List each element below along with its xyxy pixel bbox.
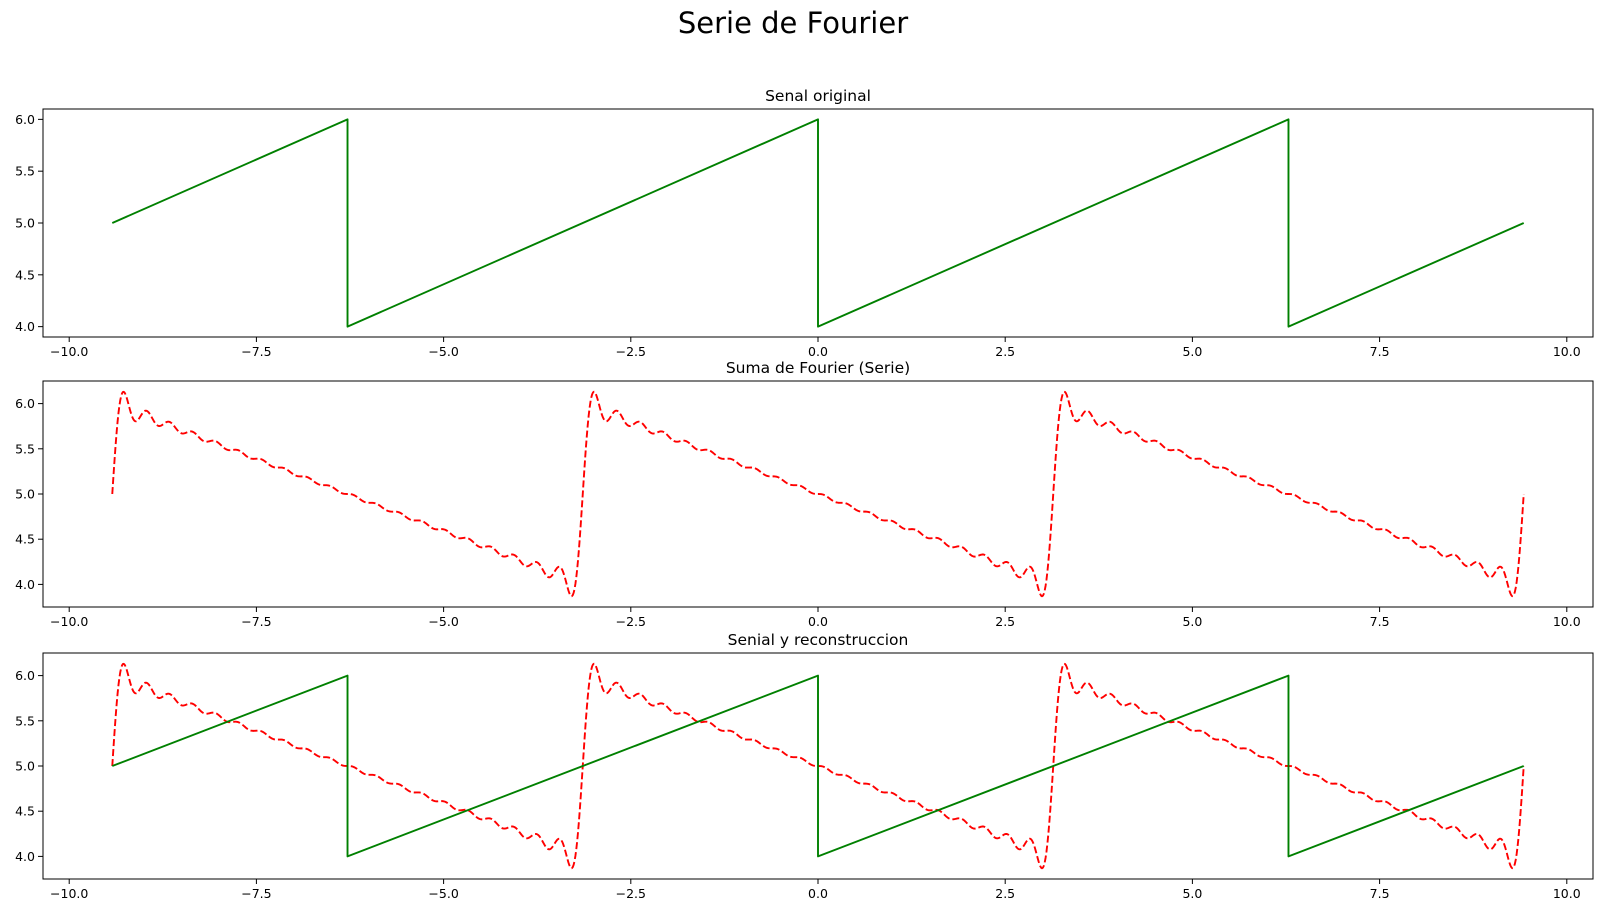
y-tick-label: 4.5 — [15, 267, 35, 282]
y-tick-label: 5.0 — [15, 216, 35, 231]
x-tick-label: 7.5 — [1370, 344, 1390, 359]
subplot-title: Suma de Fourier (Serie) — [726, 359, 910, 377]
x-tick-label: −7.5 — [241, 886, 271, 901]
x-tick-label: −10.0 — [50, 886, 88, 901]
y-tick-label: 6.0 — [15, 396, 35, 411]
x-tick-label: 10.0 — [1553, 886, 1581, 901]
x-tick-label: 2.5 — [995, 344, 1015, 359]
subplots: Senal original −10.0 −7.5 −5.0 −2.5 0.0 2.5 5.0… — [15, 87, 1594, 901]
x-tick-label: 2.5 — [995, 886, 1015, 901]
plot-area — [111, 118, 1525, 328]
x-tick-label: 5.0 — [1182, 344, 1202, 359]
y-tick-label: 5.0 — [15, 487, 35, 502]
subplot-3: Senial y reconstruccion −10.0 −7.5 −5.0 −2.5… — [15, 631, 1594, 901]
y-tick-label: 6.0 — [15, 668, 35, 683]
x-tick-label: 2.5 — [995, 614, 1015, 629]
x-tick-label: 10.0 — [1553, 344, 1581, 359]
x-tick-label: −10.0 — [50, 614, 88, 629]
y-tick-label: 5.0 — [15, 759, 35, 774]
x-tick-label: 7.5 — [1370, 614, 1390, 629]
y-tick-label: 4.5 — [15, 804, 35, 819]
y-tick-label: 5.5 — [15, 713, 35, 728]
signal-line — [111, 118, 1525, 328]
plot-area — [111, 662, 1525, 870]
x-tick-label: −7.5 — [241, 614, 271, 629]
x-tick-label: −7.5 — [241, 344, 271, 359]
y-tick-label: 4.0 — [15, 849, 35, 864]
y-tick-label: 4.5 — [15, 532, 35, 547]
y-tick-label: 5.5 — [15, 441, 35, 456]
x-tick-label: 5.0 — [1182, 886, 1202, 901]
x-tick-label: 7.5 — [1370, 886, 1390, 901]
signal-line — [111, 674, 1525, 858]
subplot-title: Senal original — [765, 87, 871, 105]
x-tick-label: 0.0 — [808, 344, 828, 359]
x-tick-label: −2.5 — [616, 886, 646, 901]
x-tick-label: −5.0 — [428, 344, 458, 359]
y-tick-label: 4.0 — [15, 577, 35, 592]
y-tick-label: 6.0 — [15, 112, 35, 127]
y-tick-label: 4.0 — [15, 319, 35, 334]
y-tick-label: 5.5 — [15, 164, 35, 179]
x-tick-label: 0.0 — [808, 614, 828, 629]
x-tick-label: 0.0 — [808, 886, 828, 901]
x-tick-label: −2.5 — [616, 614, 646, 629]
x-tick-label: −5.0 — [428, 614, 458, 629]
figure-title: Serie de Fourier — [678, 6, 908, 40]
fourier-line — [111, 390, 1525, 598]
x-tick-label: −10.0 — [50, 344, 88, 359]
plot-area — [111, 390, 1525, 598]
subplot-2: Suma de Fourier (Serie) −10.0 −7.5 −5.0 −2.5… — [15, 359, 1594, 629]
subplot-1: Senal original −10.0 −7.5 −5.0 −2.5 0.0 2.5 5.0… — [15, 87, 1594, 359]
x-tick-label: −2.5 — [616, 344, 646, 359]
x-tick-label: 10.0 — [1553, 614, 1581, 629]
x-tick-label: 5.0 — [1182, 614, 1202, 629]
x-tick-label: −5.0 — [428, 886, 458, 901]
subplot-title: Senial y reconstruccion — [728, 631, 909, 649]
